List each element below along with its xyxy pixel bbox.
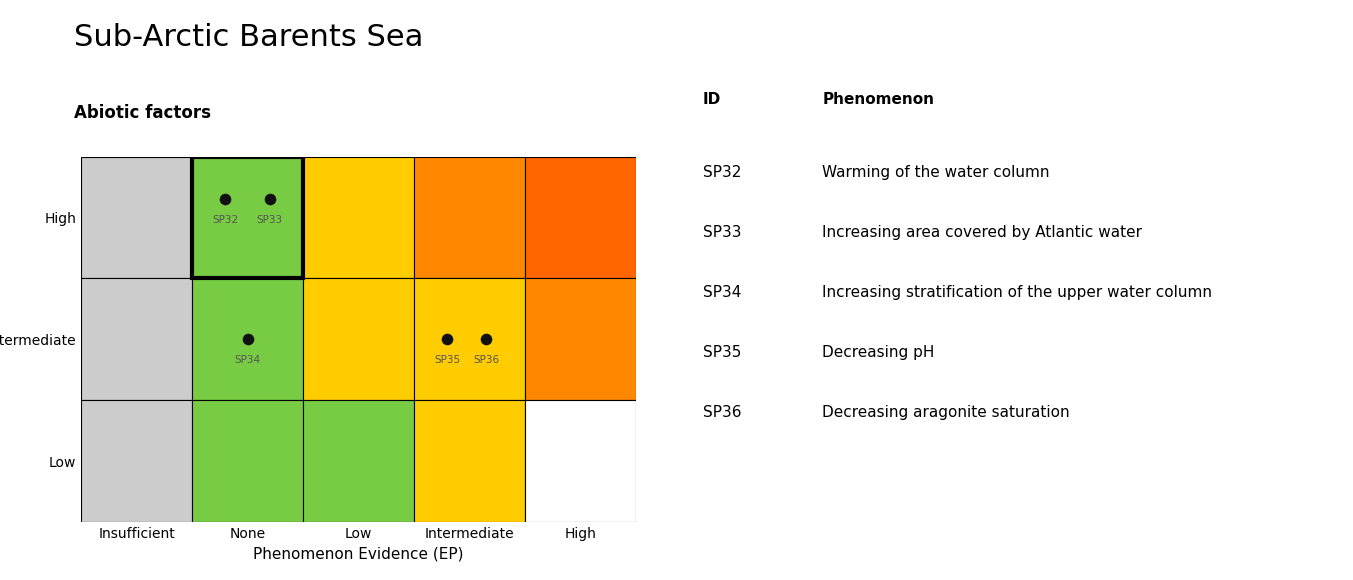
Bar (81, 278, 192, 400)
Text: SP33: SP33 (704, 224, 741, 240)
Bar (81, 400, 192, 522)
Text: SP32: SP32 (212, 215, 238, 225)
Point (475, 335, 497, 344)
Bar (192, 278, 303, 400)
Bar (414, 278, 525, 400)
Text: SP32: SP32 (704, 165, 741, 180)
Bar (192, 400, 303, 522)
Bar (192, 157, 303, 278)
Bar (414, 400, 525, 522)
Text: ID: ID (704, 92, 721, 107)
Text: SP33: SP33 (257, 215, 283, 225)
Text: Sub-Arctic Barents Sea: Sub-Arctic Barents Sea (74, 23, 423, 52)
Point (215, 195, 237, 204)
Text: Warming of the water column: Warming of the water column (823, 165, 1050, 180)
Bar (81, 157, 192, 278)
Text: SP36: SP36 (474, 355, 499, 365)
Point (437, 335, 459, 344)
X-axis label: Phenomenon Evidence (EP): Phenomenon Evidence (EP) (253, 546, 464, 561)
Bar (525, 157, 636, 278)
Bar (414, 157, 525, 278)
Text: SP35: SP35 (704, 345, 741, 360)
Bar (192, 157, 303, 278)
Text: Increasing stratification of the upper water column: Increasing stratification of the upper w… (823, 285, 1212, 300)
Text: SP35: SP35 (434, 355, 460, 365)
Bar (303, 278, 414, 400)
Text: Decreasing aragonite saturation: Decreasing aragonite saturation (823, 405, 1070, 420)
Bar (303, 157, 414, 278)
Text: Phenomenon: Phenomenon (823, 92, 935, 107)
Text: Decreasing pH: Decreasing pH (823, 345, 935, 360)
Point (237, 335, 258, 344)
Text: SP34: SP34 (234, 355, 261, 365)
Text: Increasing area covered by Atlantic water: Increasing area covered by Atlantic wate… (823, 224, 1142, 240)
Bar (525, 278, 636, 400)
Bar (303, 400, 414, 522)
Point (258, 195, 280, 204)
Text: SP34: SP34 (704, 285, 741, 300)
Text: Abiotic factors: Abiotic factors (74, 104, 211, 122)
Text: SP36: SP36 (704, 405, 741, 420)
Bar (525, 400, 636, 522)
